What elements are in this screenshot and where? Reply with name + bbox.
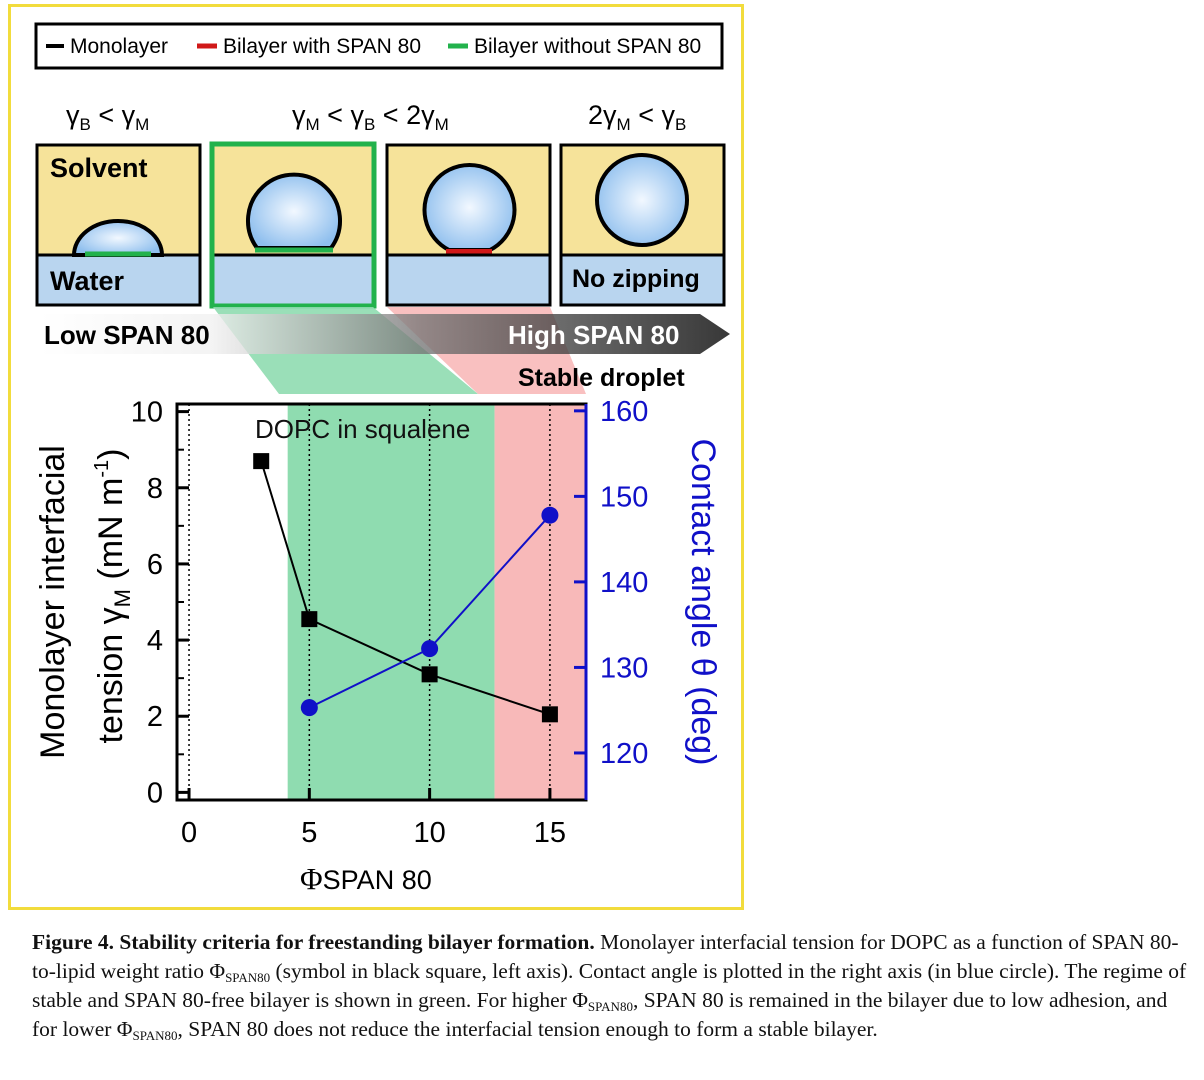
figure-frame <box>8 4 744 910</box>
caption-sub: SPAN80 <box>132 1028 178 1043</box>
y-axis-label-left-2: tension γM (mN m-1) <box>91 449 135 744</box>
caption-sub: SPAN80 <box>225 970 271 985</box>
caption-text: Monolayer interfacial tension for DOPC a… <box>32 930 1179 983</box>
stable-droplet-label: Stable droplet <box>518 364 685 392</box>
caption-title: Stability criteria for freestanding bila… <box>119 930 595 954</box>
y-tick-label-left: 0 <box>147 777 163 809</box>
solvent-label: Solvent <box>50 153 148 183</box>
region-red <box>494 404 586 800</box>
bottom-axis: 0 5 10 15 <box>181 788 566 849</box>
region-green <box>287 404 495 800</box>
legend-label-bilayer-span: Bilayer with SPAN 80 <box>223 35 421 58</box>
panel-bilayer-with-span <box>385 143 552 307</box>
regime-1-condition: γB < γM <box>66 100 149 134</box>
panel-stable-bilayer <box>209 141 377 309</box>
x-tick-label: 10 <box>413 817 445 849</box>
data-point-monolayer <box>301 611 318 628</box>
x-axis-label: ΦSPAN 80 <box>300 861 432 896</box>
y-tick-label-right: 160 <box>600 396 648 428</box>
left-axis: 0 2 4 6 8 10 <box>131 397 189 809</box>
regime-2-condition: γM < γB < 2γM <box>292 100 449 134</box>
data-point-contact-angle <box>421 640 439 658</box>
low-span-label: Low SPAN 80 <box>44 320 210 350</box>
x-tick-label: 5 <box>301 817 317 849</box>
y-tick-label-right: 120 <box>600 738 648 770</box>
y-tick-label-left: 2 <box>147 701 163 733</box>
y-tick-label-right: 140 <box>600 567 648 599</box>
y-tick-label-left: 4 <box>147 625 163 657</box>
data-point-monolayer <box>253 453 270 470</box>
droplet-shape <box>422 163 517 252</box>
caption-text: , SPAN 80 does not reduce the interfacia… <box>177 1017 878 1041</box>
chart-annotation: DOPC in squalene <box>255 414 470 444</box>
y-tick-label-right: 130 <box>600 652 648 684</box>
chart: 0 2 4 6 8 10 120 130 140 150 160 0 5 10 15 DOPC in s… <box>34 396 722 896</box>
no-zipping-label: No zipping <box>572 265 700 293</box>
data-point-monolayer <box>421 666 438 683</box>
caption-text: , SPAN 80 is remained in the bilayer due… <box>32 988 1168 1041</box>
droplet-shape <box>595 153 689 247</box>
series-line-left <box>260 460 551 716</box>
data-point-monolayer <box>541 706 558 723</box>
regime-4-condition: 2γM < γB <box>588 100 686 134</box>
y-tick-label-left: 8 <box>147 473 163 505</box>
y-tick-label-left: 10 <box>131 397 163 429</box>
x-tick-label: 15 <box>534 817 566 849</box>
caption-text: (symbol in black square, left axis). Con… <box>32 959 1187 1012</box>
droplet-shape <box>246 172 342 250</box>
caption-sub: SPAN80 <box>587 999 633 1014</box>
right-axis: 120 130 140 150 160 <box>574 396 648 800</box>
caption-fig-label: Figure 4. <box>32 930 115 954</box>
stable-regime-highlight <box>209 141 377 309</box>
figure-graphic: Monolayer Bilayer with SPAN 80 Bilayer w… <box>34 22 730 896</box>
legend: Monolayer Bilayer with SPAN 80 Bilayer w… <box>34 22 724 70</box>
y-axis-label-left-1: Monolayer interfacial <box>34 445 72 759</box>
span-gradient-bar: Low SPAN 80 High SPAN 80 Stable droplet <box>40 314 730 392</box>
y-axis-label-right: Contact angle θ (deg) <box>684 439 722 766</box>
data-point-contact-angle <box>300 699 318 717</box>
regime-conditions: γB < γM γM < γB < 2γM 2γM < γB <box>66 100 686 134</box>
water-label: Water <box>50 266 125 296</box>
figure-caption: Figure 4. Stability criteria for freesta… <box>32 928 1192 1044</box>
y-tick-label-right: 150 <box>600 481 648 513</box>
droplet-shape <box>71 219 165 257</box>
legend-label-bilayer-nospan: Bilayer without SPAN 80 <box>474 35 701 58</box>
panel-no-zipping: No zipping <box>559 143 726 307</box>
x-tick-label: 0 <box>181 817 197 849</box>
legend-label-monolayer: Monolayer <box>70 35 168 58</box>
high-span-label: High SPAN 80 <box>508 320 679 350</box>
data-point-contact-angle <box>541 506 559 524</box>
panel-low-adhesion: Solvent Water <box>35 143 202 307</box>
y-tick-label-left: 6 <box>147 549 163 581</box>
